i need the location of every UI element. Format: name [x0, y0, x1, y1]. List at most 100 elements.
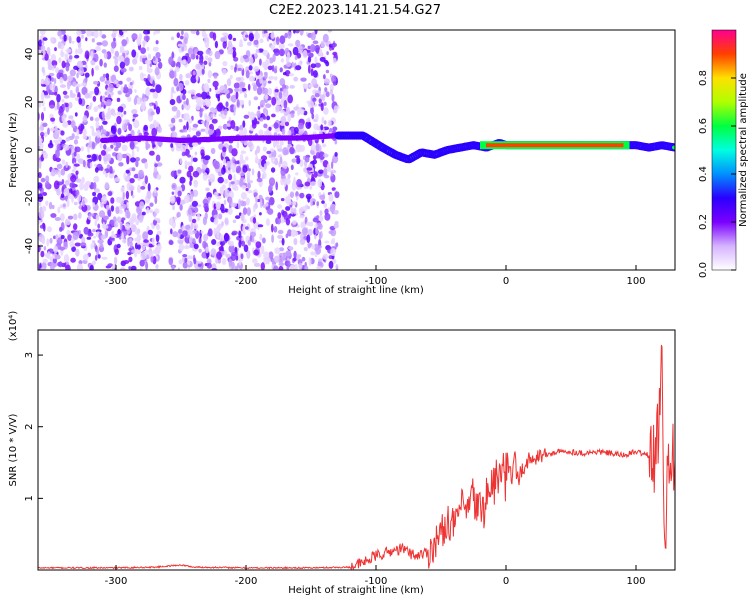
noise-speckle [92, 191, 97, 197]
noise-speckle [133, 119, 140, 129]
noise-speckle [111, 41, 117, 49]
noise-speckle [63, 187, 70, 197]
noise-speckle [152, 56, 156, 61]
noise-speckle [253, 192, 258, 197]
noise-speckle [126, 201, 129, 209]
noise-speckle [245, 156, 249, 161]
noise-speckle [156, 243, 162, 251]
snr-y-multiplier: (x10⁴) [8, 311, 19, 342]
noise-speckle [69, 90, 73, 95]
noise-speckle [247, 190, 253, 194]
noise-speckle [54, 91, 58, 96]
noise-speckle [72, 81, 77, 88]
noise-speckle [182, 261, 188, 269]
noise-speckle [177, 190, 182, 197]
noise-speckle [69, 182, 76, 189]
noise-speckle [191, 142, 199, 147]
noise-speckle [107, 191, 113, 196]
noise-speckle [149, 202, 154, 207]
noise-speckle [229, 74, 233, 80]
noise-speckle [319, 194, 326, 200]
noise-speckle [307, 228, 313, 236]
noise-speckle [256, 86, 263, 96]
noise-speckle [90, 50, 94, 59]
noise-speckle [273, 48, 280, 56]
noise-speckle [332, 57, 337, 64]
noise-speckle [73, 223, 78, 231]
noise-speckle [43, 206, 47, 212]
noise-speckle [201, 68, 205, 75]
noise-speckle [227, 40, 233, 49]
snr-plot-area [38, 344, 675, 570]
colorbar-tick-label: 0.2 [698, 214, 709, 230]
noise-speckle [40, 206, 43, 213]
noise-speckle [276, 216, 282, 225]
noise-speckle [171, 106, 178, 112]
noise-speckle [273, 122, 279, 129]
noise-speckle [189, 243, 195, 249]
noise-speckle [50, 117, 56, 122]
noise-speckle [240, 253, 244, 260]
noise-speckle [328, 260, 334, 269]
noise-speckle [53, 64, 57, 69]
noise-speckle [227, 207, 233, 215]
noise-speckle [242, 207, 248, 215]
noise-speckle [65, 137, 71, 142]
noise-speckle [50, 53, 57, 62]
noise-speckle [296, 254, 302, 258]
noise-speckle [235, 215, 241, 220]
noise-speckle [60, 51, 65, 58]
noise-speckle [273, 76, 278, 81]
x-tick-label: -200 [235, 276, 258, 287]
noise-speckle [298, 106, 302, 114]
noise-speckle [217, 223, 222, 231]
noise-speckle [295, 65, 302, 71]
noise-speckle [63, 144, 70, 151]
noise-speckle [262, 146, 267, 152]
noise-speckle [318, 258, 323, 262]
noise-speckle [195, 30, 200, 36]
noise-speckle [188, 165, 194, 173]
noise-speckle [296, 179, 303, 188]
noise-speckle [311, 78, 317, 86]
noise-speckle [172, 231, 178, 238]
noise-speckle [187, 255, 193, 260]
noise-speckle [324, 240, 330, 244]
noise-speckle [131, 49, 137, 58]
noise-speckle [65, 64, 70, 72]
noise-speckle [83, 183, 89, 191]
noise-speckle [200, 128, 206, 132]
noise-speckle [235, 77, 242, 82]
noise-speckle [314, 234, 317, 240]
noise-speckle [267, 87, 272, 96]
noise-speckle [259, 38, 264, 44]
noise-speckle [136, 146, 140, 152]
noise-speckle [102, 120, 108, 125]
noise-speckle [133, 97, 138, 106]
noise-speckle [116, 243, 121, 249]
noise-speckle [187, 47, 193, 55]
noise-speckle [121, 39, 127, 47]
noise-speckle [276, 36, 280, 45]
noise-speckle [100, 150, 106, 156]
noise-speckle [61, 99, 65, 103]
noise-speckle [119, 61, 126, 69]
noise-speckle [61, 159, 66, 165]
noise-speckle [265, 129, 272, 136]
noise-speckle [81, 176, 85, 184]
noise-speckle [126, 210, 131, 219]
noise-speckle [117, 127, 122, 135]
noise-speckle [289, 85, 295, 89]
noise-speckle [54, 105, 58, 111]
noise-speckle [59, 213, 65, 222]
noise-speckle [90, 125, 94, 129]
noise-speckle [82, 159, 86, 168]
noise-speckle [170, 228, 173, 235]
noise-speckle [284, 32, 288, 39]
noise-speckle [216, 195, 222, 200]
noise-speckle [323, 202, 328, 208]
noise-speckle [310, 106, 314, 115]
noise-speckle [263, 33, 270, 38]
noise-speckle [177, 267, 180, 270]
colorbar: 0.0 0.2 0.4 0.6 0.8 Normalized spectral ampl… [698, 29, 749, 278]
